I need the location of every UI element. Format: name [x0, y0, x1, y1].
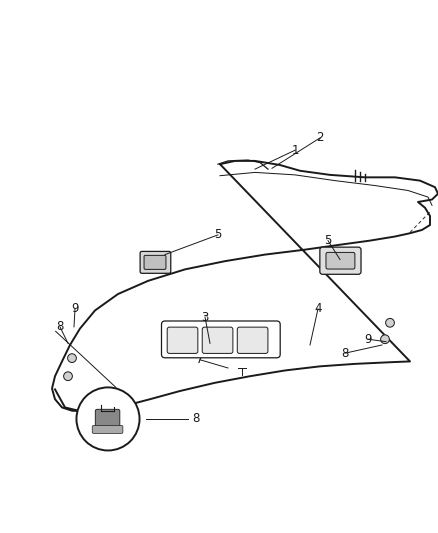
FancyBboxPatch shape [167, 327, 198, 353]
Text: 3: 3 [201, 311, 208, 324]
Text: 9: 9 [71, 302, 79, 316]
Text: 4: 4 [314, 302, 322, 316]
FancyBboxPatch shape [95, 409, 120, 430]
Polygon shape [52, 161, 438, 411]
FancyBboxPatch shape [237, 327, 268, 353]
Text: 8: 8 [341, 346, 349, 360]
Text: 8: 8 [57, 320, 64, 334]
Text: 1: 1 [291, 144, 299, 157]
Circle shape [385, 318, 394, 327]
Circle shape [77, 387, 140, 450]
Text: 9: 9 [364, 333, 372, 346]
Circle shape [64, 372, 72, 381]
FancyBboxPatch shape [162, 321, 280, 358]
FancyBboxPatch shape [320, 247, 361, 274]
FancyBboxPatch shape [202, 327, 233, 353]
FancyBboxPatch shape [144, 255, 166, 269]
Circle shape [381, 335, 389, 344]
Text: 7: 7 [196, 353, 204, 366]
FancyBboxPatch shape [140, 252, 171, 273]
FancyBboxPatch shape [92, 425, 123, 433]
Text: 8: 8 [192, 413, 199, 425]
Circle shape [67, 354, 76, 362]
Text: 2: 2 [316, 132, 324, 144]
Text: 5: 5 [214, 228, 222, 241]
FancyBboxPatch shape [326, 253, 355, 269]
Text: 5: 5 [324, 234, 332, 247]
